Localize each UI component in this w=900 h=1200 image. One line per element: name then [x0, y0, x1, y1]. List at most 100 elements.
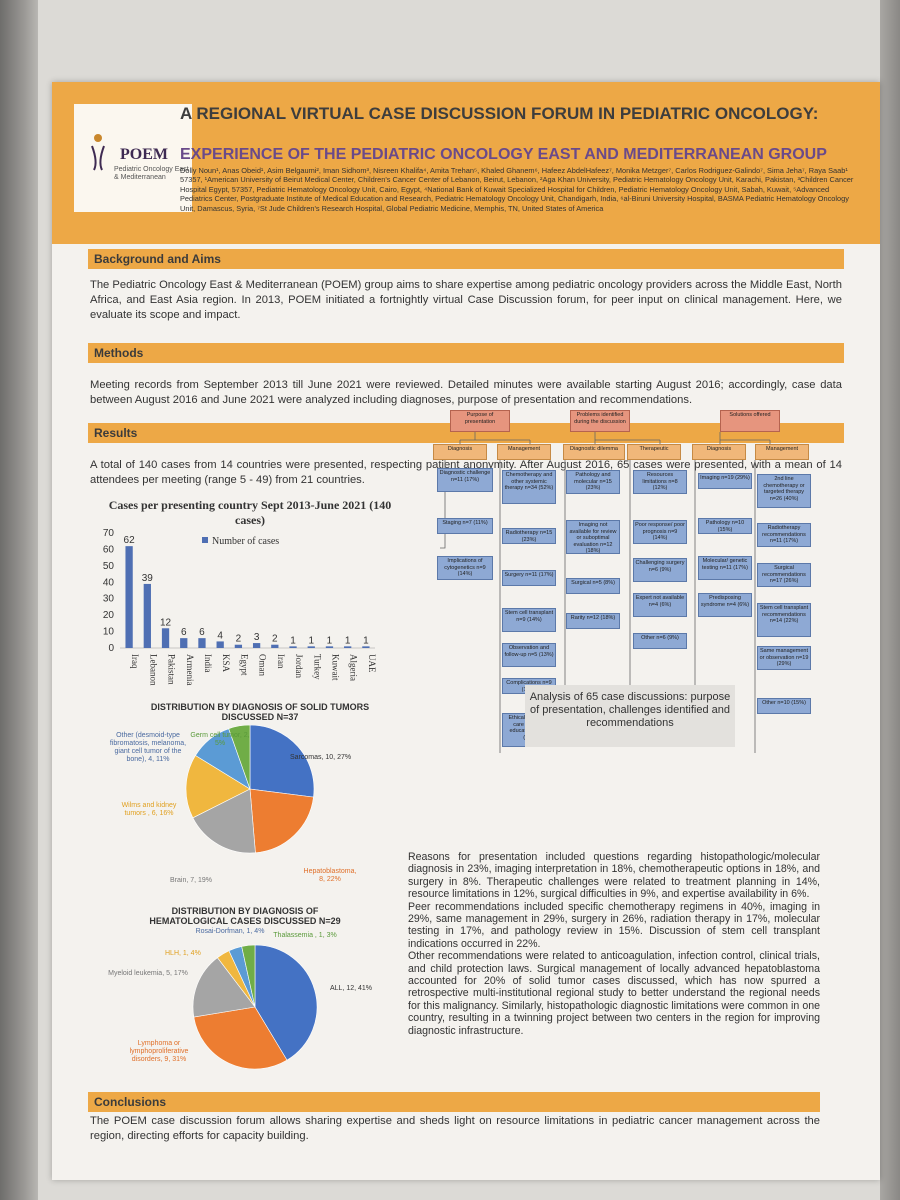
analysis-flowchart: Purpose of presentation Problems identifi… — [365, 408, 811, 753]
bar-value-label: 12 — [160, 617, 172, 628]
category-label: Oman — [258, 654, 268, 676]
category-label: India — [203, 654, 213, 673]
bar — [289, 646, 297, 648]
bar — [198, 638, 206, 648]
bar-value-label: 6 — [181, 627, 187, 638]
section-title: Results — [94, 426, 138, 440]
analysis-summary-box: Analysis of 65 case discussions: purpose… — [525, 685, 735, 747]
section-background: Background and Aims — [88, 249, 844, 269]
bar-value-label: 39 — [142, 573, 154, 584]
y-tick-label: 50 — [103, 561, 115, 572]
bar — [362, 646, 370, 648]
flow-item-box: 2nd line chemotherapy or targeted therap… — [757, 474, 811, 508]
category-label: Iraq — [130, 654, 140, 669]
bar — [307, 646, 315, 648]
flow-header-box: Purpose of presentation — [450, 410, 510, 432]
flow-item-box: Observation and follow-up n=5 (13%) — [502, 643, 556, 667]
pie-slice — [193, 1006, 288, 1070]
bar-chart-title: Cases per presenting country Sept 2013-J… — [108, 498, 392, 527]
pie-label-hlh: HLH, 1, 4% — [165, 950, 201, 957]
pie-label-brain: Brain, 7, 19% — [170, 877, 213, 884]
y-tick-label: 20 — [103, 610, 115, 621]
section-title: Conclusions — [94, 1095, 167, 1109]
pie-label-hepatoblastoma: Hepatoblastoma, 8, 22% — [303, 868, 357, 883]
solid-tumor-pie — [185, 725, 315, 854]
bar-value-label: 1 — [345, 635, 351, 646]
pie-slice — [185, 755, 251, 819]
bar-value-label: 62 — [124, 535, 136, 546]
bar-value-label: 1 — [308, 635, 314, 646]
bar-value-label: 6 — [199, 627, 205, 638]
poem-logo: POEM Pediatric Oncology East & Mediterra… — [74, 104, 192, 212]
pie-slice — [254, 944, 318, 1061]
flow-category-box: Diagnosis — [692, 444, 746, 460]
category-label: KSA — [221, 654, 231, 673]
pie-slice — [249, 725, 315, 798]
category-label: Pakistan — [167, 654, 177, 685]
wall-left — [0, 0, 40, 1200]
conclusions-text: The POEM case discussion forum allows sh… — [90, 1115, 820, 1142]
pie-slice — [249, 788, 314, 854]
flow-item-box: Surgical n=5 (8%) — [566, 578, 620, 594]
pie-label-wilms: Wilms and kidney tumors , 6, 16% — [121, 802, 177, 817]
flow-item-box: Expert not available n=4 (6%) — [633, 593, 687, 617]
bar — [252, 643, 261, 648]
bar-value-label: 2 — [272, 634, 278, 645]
flow-item-box: Surgical recommendations n=17 (26%) — [757, 563, 811, 587]
flow-item-box: Poor response/ poor prognosis n=9 (14%) — [633, 520, 687, 544]
pie-label-thalassemia: Thalassemia , 1, 3% — [273, 932, 337, 939]
bar-value-label: 3 — [254, 632, 260, 643]
pie-label-lymphoma: Lymphoma or lymphoproliferative disorder… — [129, 1040, 189, 1063]
y-tick-label: 70 — [103, 528, 115, 539]
flow-item-box: Challenging surgery n=6 (9%) — [633, 558, 687, 582]
authors-affiliations: Dolly Noun¹, Anas Obeid¹, Asim Belgaumi²… — [180, 166, 854, 213]
bar — [216, 641, 224, 648]
flow-category-box: Diagnosis — [433, 444, 487, 460]
category-label: Algeria — [349, 654, 359, 681]
flow-item-box: Pathology n=10 (15%) — [698, 518, 752, 534]
y-tick-label: 40 — [103, 577, 115, 588]
results-paragraph-1: Reasons for presentation included questi… — [408, 851, 820, 901]
category-label: Jordan — [294, 654, 304, 678]
y-tick-label: 60 — [103, 544, 115, 555]
flow-item-box: Stem cell transplant recommendations n=1… — [757, 603, 811, 637]
category-label: Lebanon — [148, 654, 158, 686]
flow-item-box: Staging n=7 (11%) — [437, 518, 493, 534]
bar-value-label: 1 — [290, 635, 296, 646]
results-paragraph-3: Other recommendations were related to an… — [408, 950, 820, 1037]
flow-item-box: Implications of cytogenetics n=9 (14%) — [437, 556, 493, 580]
bar-value-label: 2 — [236, 634, 242, 645]
flow-item-box: Stem cell transplant n=9 (14%) — [502, 608, 556, 632]
bar-value-label: 1 — [327, 635, 333, 646]
bar-value-label: 4 — [217, 630, 223, 641]
pie-slice — [192, 788, 256, 854]
section-methods: Methods — [88, 343, 844, 363]
flow-item-box: Predisposing syndrome n=4 (6%) — [698, 593, 752, 617]
bar — [143, 583, 151, 648]
pie-label-sarcomas: Sarcomas, 10, 27% — [290, 754, 352, 761]
bar-value-label: 1 — [363, 635, 369, 646]
pie-label-myeloid: Myeloid leukemia, 5, 17% — [108, 970, 188, 977]
flow-item-box: Other n=6 (9%) — [633, 633, 687, 649]
methods-text: Meeting records from September 2013 till… — [90, 379, 842, 406]
flow-category-box: Management — [497, 444, 551, 460]
flow-item-box: Radiotherapy recommendations n=11 (17%) — [757, 523, 811, 547]
background-text: The Pediatric Oncology East & Mediterran… — [90, 279, 842, 321]
poster: POEM Pediatric Oncology East & Mediterra… — [52, 82, 880, 1180]
poster-header: POEM Pediatric Oncology East & Mediterra… — [52, 82, 880, 244]
flow-item-box: Imaging not available for review or subo… — [566, 520, 620, 554]
bar — [271, 644, 279, 648]
pie-label-rosai: Rosai-Dorfman, 1, 4% — [195, 928, 265, 935]
bar — [125, 546, 133, 648]
hematological-pie — [192, 944, 318, 1070]
legend-swatch — [202, 537, 208, 543]
flow-category-box: Diagnostic dilemma — [563, 444, 625, 460]
bar — [344, 646, 352, 648]
category-label: Armenia — [185, 654, 195, 686]
flow-item-box: Radiotherapy n=15 (23%) — [502, 528, 556, 544]
flow-item-box: Resources limitations n=8 (12%) — [633, 470, 687, 494]
solid-pie-title: DISTRIBUTION BY DIAGNOSIS OF SOLID TUMOR… — [150, 702, 370, 722]
category-label: Kuwait — [330, 654, 340, 681]
flow-item-box: Pathology and molecular n=15 (23%) — [566, 470, 620, 494]
flow-item-box: Same management or observation n=19 (29%… — [757, 646, 811, 670]
